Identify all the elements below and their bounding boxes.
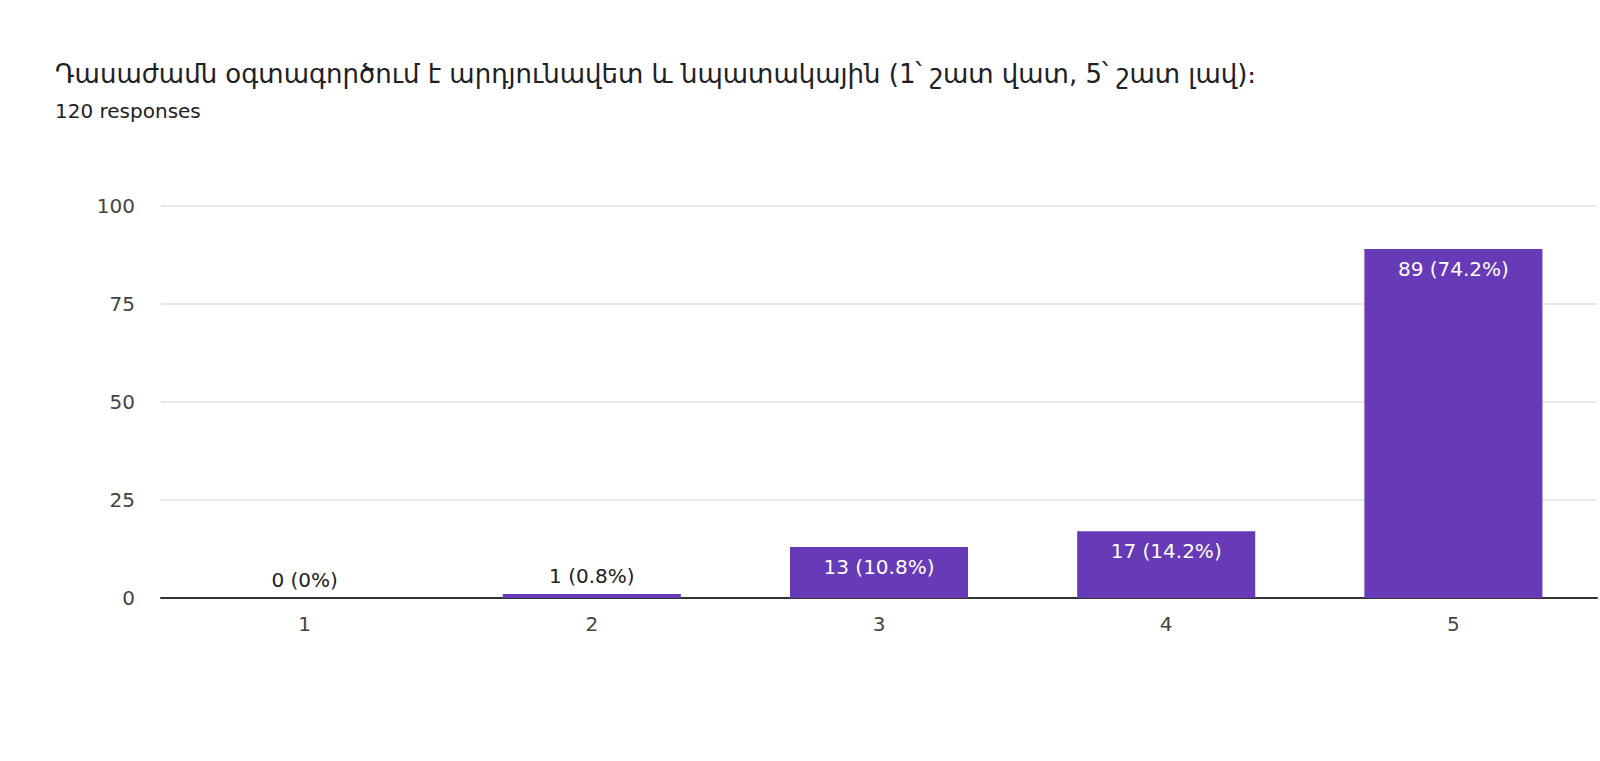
svg-text:50: 50 [110, 390, 135, 414]
svg-text:89 (74.2%): 89 (74.2%) [1398, 257, 1509, 281]
svg-text:3: 3 [873, 612, 886, 636]
svg-text:100: 100 [97, 194, 135, 218]
svg-text:1: 1 [298, 612, 311, 636]
svg-text:5: 5 [1447, 612, 1460, 636]
svg-text:13 (10.8%): 13 (10.8%) [824, 555, 935, 579]
svg-text:25: 25 [110, 488, 135, 512]
svg-text:120 responses: 120 responses [55, 99, 201, 123]
svg-text:4: 4 [1160, 612, 1173, 636]
svg-text:2: 2 [585, 612, 598, 636]
svg-text:17 (14.2%): 17 (14.2%) [1111, 539, 1222, 563]
svg-text:0: 0 [122, 586, 135, 610]
svg-text:0 (0%): 0 (0%) [271, 568, 337, 592]
svg-text:75: 75 [110, 292, 135, 316]
svg-text:Դասաժամն օգտագործում է արդյուն: Դասաժամն օգտագործում է արդյունավետ և նպա… [55, 59, 1256, 89]
svg-text:1 (0.8%): 1 (0.8%) [549, 564, 635, 588]
